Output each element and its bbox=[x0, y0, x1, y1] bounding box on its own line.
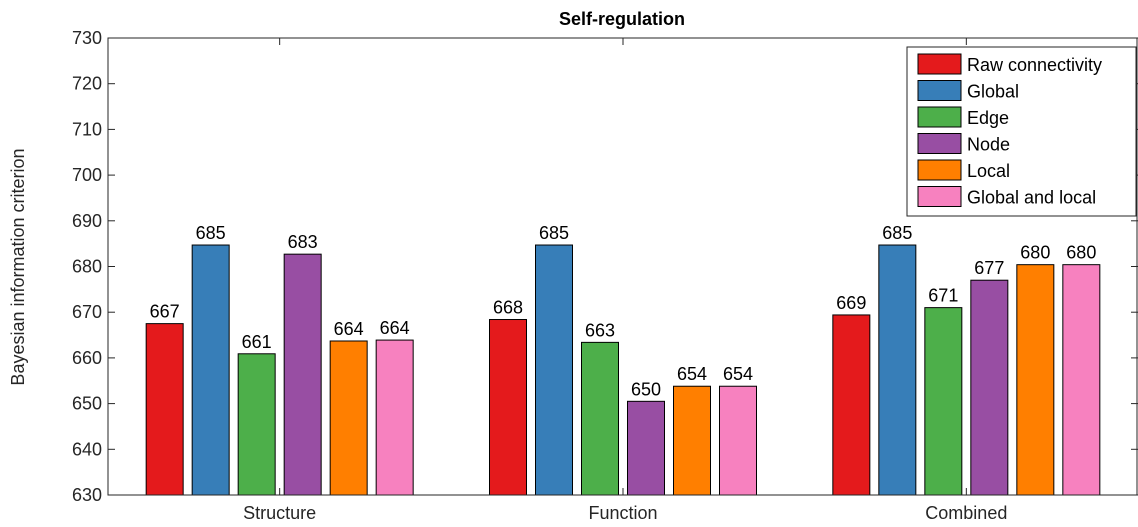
y-tick-label: 670 bbox=[72, 302, 102, 322]
y-tick-label: 690 bbox=[72, 211, 102, 231]
bar bbox=[489, 319, 527, 496]
legend-swatch bbox=[917, 133, 962, 154]
bar bbox=[283, 253, 322, 496]
y-tick-label: 730 bbox=[72, 28, 102, 48]
data-label: 654 bbox=[677, 364, 707, 384]
bar bbox=[581, 341, 619, 496]
x-tick-label: Structure bbox=[243, 503, 316, 523]
data-label: 668 bbox=[493, 298, 523, 318]
bar bbox=[1062, 264, 1101, 496]
x-tick-label: Function bbox=[588, 503, 657, 523]
legend-swatch bbox=[917, 53, 962, 75]
bar bbox=[970, 279, 1009, 496]
legend-entry: Global bbox=[967, 82, 1019, 102]
legend-swatch bbox=[917, 186, 962, 207]
y-tick-label: 710 bbox=[72, 119, 102, 139]
data-label: 683 bbox=[288, 232, 318, 252]
data-label: 685 bbox=[196, 223, 226, 243]
y-axis-label: Bayesian information criterion bbox=[8, 148, 28, 385]
bar bbox=[329, 340, 368, 496]
y-tick-label: 660 bbox=[72, 348, 102, 368]
bar bbox=[237, 353, 276, 496]
data-label: 663 bbox=[585, 320, 615, 340]
legend-entry: Edge bbox=[967, 108, 1009, 128]
data-label: 671 bbox=[928, 286, 958, 306]
legend-swatch bbox=[917, 106, 962, 128]
bar bbox=[535, 244, 573, 496]
bar bbox=[832, 314, 871, 496]
chart-title: Self-regulation bbox=[559, 9, 685, 29]
data-label: 664 bbox=[334, 319, 364, 339]
legend-entry: Local bbox=[967, 161, 1010, 181]
bar bbox=[673, 385, 711, 496]
y-tick-label: 680 bbox=[72, 257, 102, 277]
bar bbox=[924, 307, 963, 496]
data-label: 677 bbox=[974, 258, 1004, 278]
legend-entry: Global and local bbox=[967, 188, 1096, 208]
data-label: 669 bbox=[836, 293, 866, 313]
y-tick-label: 650 bbox=[72, 394, 102, 414]
data-label: 685 bbox=[539, 223, 569, 243]
x-tick-label: Combined bbox=[925, 503, 1007, 523]
y-tick-label: 720 bbox=[72, 74, 102, 94]
legend-entry: Node bbox=[967, 135, 1010, 155]
y-tick-label: 640 bbox=[72, 439, 102, 459]
bar bbox=[145, 323, 184, 496]
bar bbox=[719, 385, 757, 496]
y-tick-label: 700 bbox=[72, 165, 102, 185]
bar bbox=[1016, 264, 1055, 496]
legend-swatch bbox=[917, 159, 962, 181]
bar bbox=[191, 244, 230, 496]
data-label: 654 bbox=[723, 364, 753, 384]
plot-frame bbox=[107, 37, 1138, 496]
bars: 667 685 661 683 664 664 668 685 663 650 654 654 669 6… bbox=[145, 223, 1101, 496]
bar bbox=[878, 244, 917, 496]
axes-frame bbox=[107, 37, 1138, 496]
legend-swatch bbox=[917, 80, 962, 101]
data-label: 685 bbox=[882, 223, 912, 243]
bar bbox=[375, 339, 414, 496]
axis-ticks: 630 640 650 660 670 680 690 700 710 720 730 Structu… bbox=[72, 28, 1138, 523]
legend: Raw connectivity Global Edge Node Local Globa… bbox=[906, 46, 1137, 217]
bar bbox=[627, 400, 665, 496]
legend-entry: Raw connectivity bbox=[967, 55, 1102, 75]
data-label: 667 bbox=[150, 302, 180, 322]
data-label: 661 bbox=[242, 332, 272, 352]
data-label: 664 bbox=[380, 318, 410, 338]
data-label: 650 bbox=[631, 379, 661, 399]
data-label: 680 bbox=[1020, 243, 1050, 263]
data-label: 680 bbox=[1066, 243, 1096, 263]
y-tick-label: 630 bbox=[72, 485, 102, 505]
